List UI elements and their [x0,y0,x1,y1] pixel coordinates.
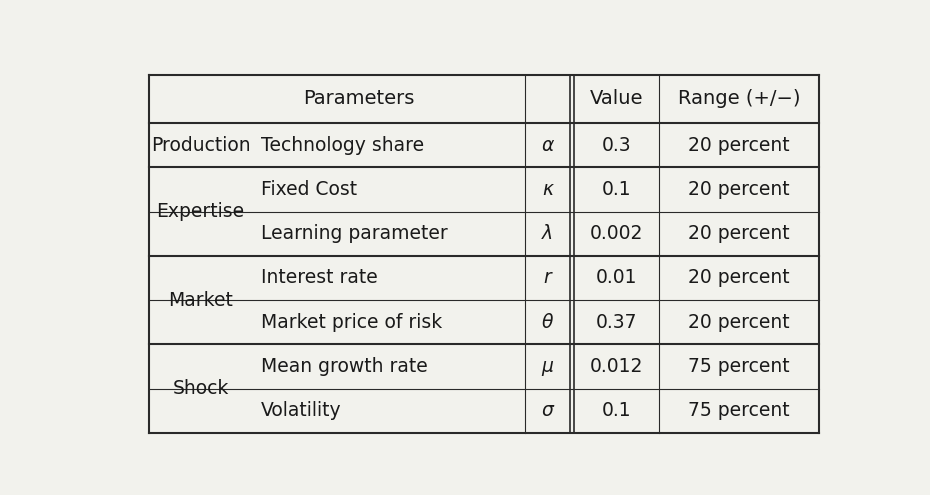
Text: θ: θ [542,313,553,332]
Text: Market price of risk: Market price of risk [261,313,443,332]
Text: 0.002: 0.002 [591,224,644,243]
Text: 0.37: 0.37 [596,313,638,332]
Text: σ: σ [541,401,553,420]
Text: Learning parameter: Learning parameter [261,224,448,243]
Text: 0.1: 0.1 [602,401,631,420]
Text: Fixed Cost: Fixed Cost [261,180,357,199]
Text: Parameters: Parameters [303,89,415,108]
Text: Production: Production [151,136,250,154]
Text: 75 percent: 75 percent [688,357,790,376]
Text: λ: λ [542,224,553,243]
Text: α: α [541,136,553,154]
Text: Volatility: Volatility [261,401,342,420]
Text: 75 percent: 75 percent [688,401,790,420]
Text: Mean growth rate: Mean growth rate [261,357,428,376]
Text: 20 percent: 20 percent [688,224,790,243]
Text: 20 percent: 20 percent [688,268,790,288]
Text: μ: μ [541,357,553,376]
Text: Technology share: Technology share [261,136,424,154]
Text: κ: κ [542,180,553,199]
Text: Shock: Shock [172,379,229,398]
Text: 0.1: 0.1 [602,180,631,199]
Text: Value: Value [591,89,644,108]
Text: 0.3: 0.3 [602,136,631,154]
Text: 0.012: 0.012 [591,357,644,376]
Text: 0.01: 0.01 [596,268,638,288]
Text: 20 percent: 20 percent [688,136,790,154]
Text: Market: Market [168,291,233,309]
Text: Range (+/−): Range (+/−) [678,89,801,108]
Text: 20 percent: 20 percent [688,313,790,332]
Text: Interest rate: Interest rate [261,268,378,288]
Text: r: r [544,268,551,288]
Text: 20 percent: 20 percent [688,180,790,199]
Text: Expertise: Expertise [156,202,245,221]
